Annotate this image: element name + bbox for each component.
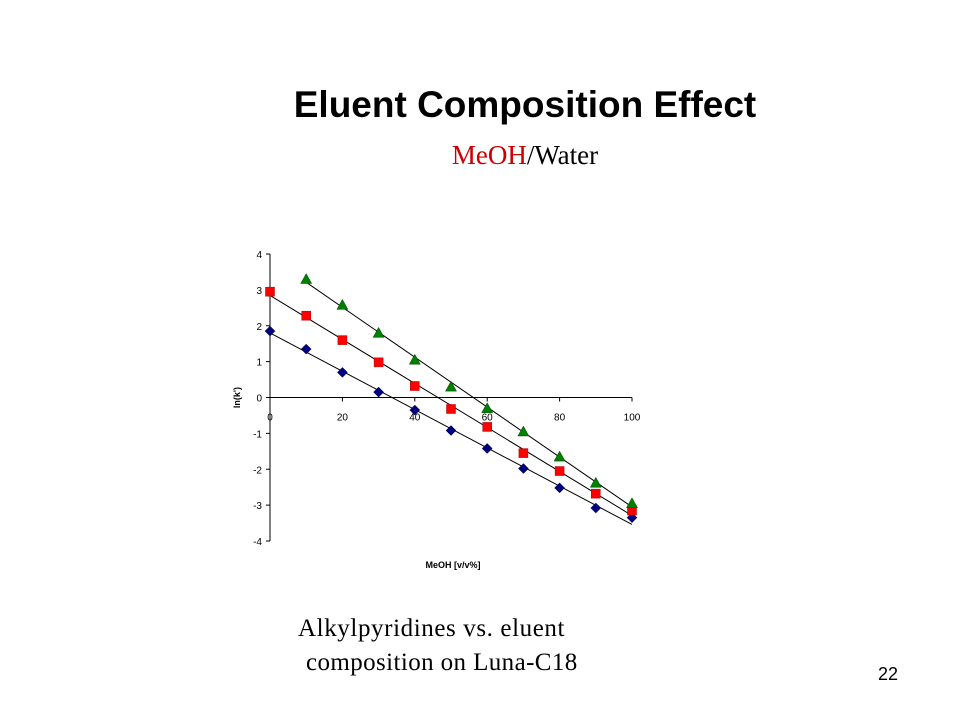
y-tick-label: 0: [256, 394, 262, 405]
data-point-series-2: [446, 404, 456, 414]
x-tick-label: 60: [482, 413, 494, 424]
y-tick-label: 2: [256, 322, 262, 333]
y-tick-label: 3: [256, 286, 262, 297]
data-point-series-1: [518, 463, 529, 474]
data-point-series-1: [554, 482, 565, 494]
y-axis-label: ln(k'): [232, 387, 242, 408]
data-point-series-2: [482, 422, 492, 432]
data-point-series-1: [481, 443, 493, 454]
caption-line-2: composition on Luna-C18: [306, 649, 578, 676]
data-point-series-2: [554, 466, 565, 476]
data-point-series-1: [445, 425, 457, 436]
caption-line-1: Alkylpyridines vs. eluent: [298, 615, 566, 642]
x-tick-label: 20: [337, 413, 349, 424]
data-point-series-1: [373, 386, 384, 398]
data-point-series-1: [264, 325, 276, 337]
data-point-series-2: [337, 335, 348, 345]
data-point-series-3: [408, 353, 421, 365]
slide-title: Eluent Composition Effect: [293, 84, 757, 125]
data-point-series-3: [589, 476, 602, 488]
data-point-series-2: [373, 357, 384, 368]
trendline-series-3: [305, 281, 633, 508]
data-point-series-3: [626, 497, 638, 508]
y-tick-label: 4: [256, 250, 262, 261]
subtitle-water: /Water: [526, 140, 599, 170]
data-point-series-3: [445, 380, 457, 392]
y-tick-label: -3: [253, 501, 262, 512]
y-tick-label: -1: [253, 429, 262, 440]
data-point-series-3: [372, 326, 385, 338]
data-point-series-3: [517, 425, 530, 437]
x-tick-label: 100: [624, 413, 641, 424]
x-tick-label: 40: [409, 413, 421, 424]
data-point-series-3: [553, 450, 566, 462]
data-point-series-3: [481, 402, 494, 413]
data-point-series-2: [518, 448, 529, 458]
y-tick-label: 1: [256, 358, 262, 369]
x-axis-label: MeOH [v/v%]: [425, 560, 480, 570]
data-point-series-3: [300, 273, 313, 284]
x-tick-label: 80: [554, 413, 566, 424]
slide-subtitle: MeOH/Water: [0, 140, 960, 171]
data-point-series-1: [337, 367, 348, 378]
data-point-series-2: [591, 488, 601, 499]
page-number: 22: [878, 664, 899, 684]
data-point-series-1: [409, 404, 421, 416]
y-tick-label: -2: [253, 465, 262, 476]
y-tick-label: -4: [253, 537, 262, 548]
data-point-series-1: [300, 343, 312, 355]
data-point-series-1: [590, 502, 602, 514]
data-point-series-3: [336, 298, 349, 310]
x-tick-label: 0: [267, 413, 273, 424]
subtitle-meoh: MeOH: [451, 140, 527, 170]
data-point-series-2: [410, 381, 420, 391]
data-point-series-2: [301, 310, 311, 321]
slide-caption: Alkylpyridines vs. eluent composition on…: [290, 612, 650, 680]
data-point-series-2: [265, 286, 275, 297]
